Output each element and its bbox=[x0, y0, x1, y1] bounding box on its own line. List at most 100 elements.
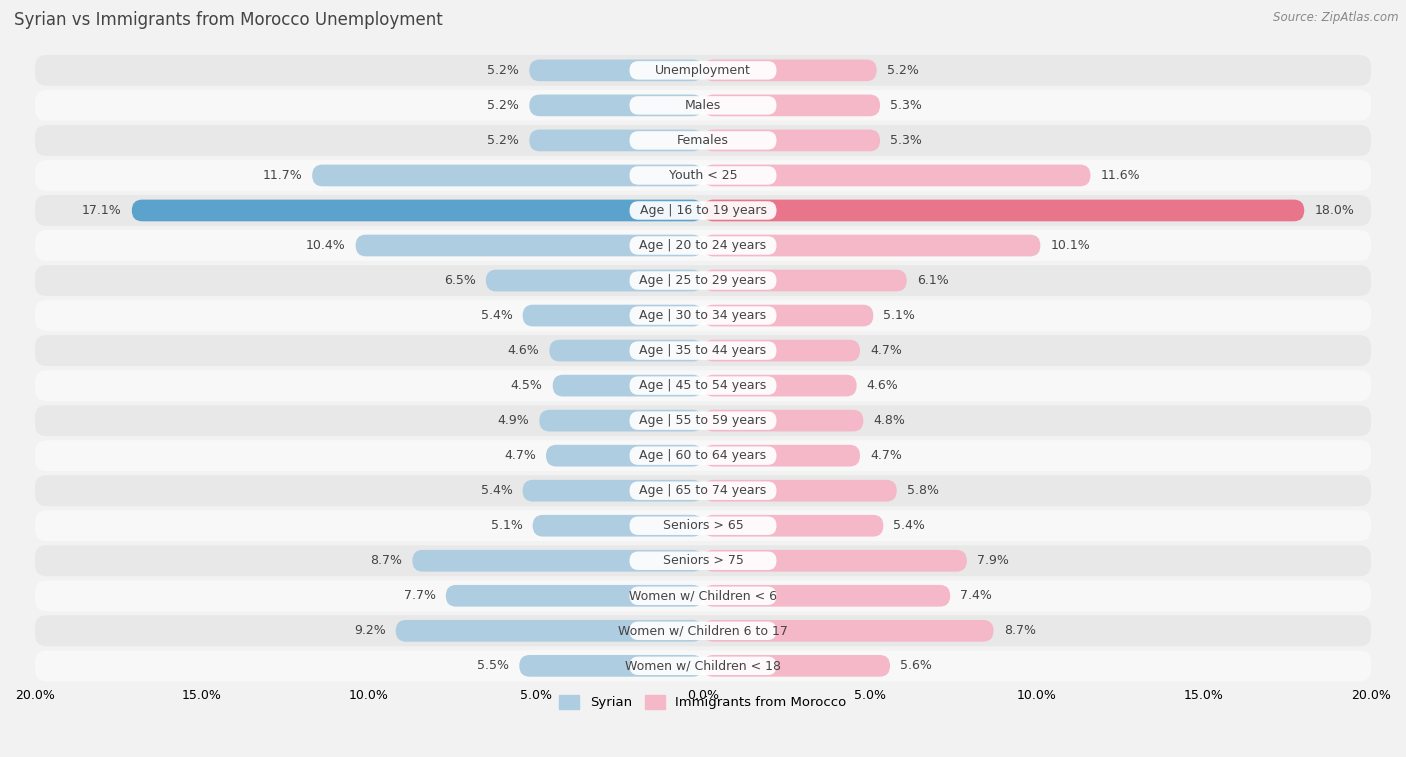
FancyBboxPatch shape bbox=[630, 481, 776, 500]
FancyBboxPatch shape bbox=[412, 550, 703, 572]
FancyBboxPatch shape bbox=[703, 60, 877, 81]
Text: 5.2%: 5.2% bbox=[488, 134, 519, 147]
Text: Age | 45 to 54 years: Age | 45 to 54 years bbox=[640, 379, 766, 392]
Text: Age | 16 to 19 years: Age | 16 to 19 years bbox=[640, 204, 766, 217]
FancyBboxPatch shape bbox=[35, 125, 1371, 156]
FancyBboxPatch shape bbox=[630, 96, 776, 114]
Text: Age | 25 to 29 years: Age | 25 to 29 years bbox=[640, 274, 766, 287]
Text: 7.4%: 7.4% bbox=[960, 589, 993, 603]
FancyBboxPatch shape bbox=[630, 587, 776, 605]
Text: Seniors > 75: Seniors > 75 bbox=[662, 554, 744, 567]
FancyBboxPatch shape bbox=[703, 550, 967, 572]
FancyBboxPatch shape bbox=[703, 445, 860, 466]
FancyBboxPatch shape bbox=[630, 552, 776, 570]
FancyBboxPatch shape bbox=[35, 300, 1371, 331]
FancyBboxPatch shape bbox=[703, 164, 1091, 186]
FancyBboxPatch shape bbox=[630, 61, 776, 79]
Text: 5.4%: 5.4% bbox=[481, 309, 513, 322]
Text: 4.9%: 4.9% bbox=[498, 414, 529, 427]
Text: Women w/ Children 6 to 17: Women w/ Children 6 to 17 bbox=[619, 625, 787, 637]
Text: 5.2%: 5.2% bbox=[488, 64, 519, 77]
Text: 5.6%: 5.6% bbox=[900, 659, 932, 672]
Text: 8.7%: 8.7% bbox=[370, 554, 402, 567]
FancyBboxPatch shape bbox=[446, 585, 703, 606]
Text: Seniors > 65: Seniors > 65 bbox=[662, 519, 744, 532]
FancyBboxPatch shape bbox=[35, 335, 1371, 366]
FancyBboxPatch shape bbox=[703, 585, 950, 606]
FancyBboxPatch shape bbox=[35, 510, 1371, 541]
FancyBboxPatch shape bbox=[35, 370, 1371, 401]
FancyBboxPatch shape bbox=[703, 269, 907, 291]
FancyBboxPatch shape bbox=[533, 515, 703, 537]
FancyBboxPatch shape bbox=[35, 475, 1371, 506]
FancyBboxPatch shape bbox=[630, 656, 776, 675]
Text: 5.8%: 5.8% bbox=[907, 484, 939, 497]
FancyBboxPatch shape bbox=[35, 615, 1371, 646]
Text: Age | 65 to 74 years: Age | 65 to 74 years bbox=[640, 484, 766, 497]
FancyBboxPatch shape bbox=[703, 410, 863, 431]
FancyBboxPatch shape bbox=[312, 164, 703, 186]
Text: Age | 55 to 59 years: Age | 55 to 59 years bbox=[640, 414, 766, 427]
FancyBboxPatch shape bbox=[630, 131, 776, 150]
FancyBboxPatch shape bbox=[546, 445, 703, 466]
FancyBboxPatch shape bbox=[35, 160, 1371, 191]
FancyBboxPatch shape bbox=[630, 376, 776, 395]
FancyBboxPatch shape bbox=[703, 655, 890, 677]
Text: Youth < 25: Youth < 25 bbox=[669, 169, 737, 182]
FancyBboxPatch shape bbox=[630, 341, 776, 360]
Legend: Syrian, Immigrants from Morocco: Syrian, Immigrants from Morocco bbox=[554, 690, 852, 715]
Text: 5.3%: 5.3% bbox=[890, 134, 922, 147]
FancyBboxPatch shape bbox=[529, 60, 703, 81]
Text: 4.6%: 4.6% bbox=[508, 344, 540, 357]
Text: 4.7%: 4.7% bbox=[505, 449, 536, 463]
FancyBboxPatch shape bbox=[703, 515, 883, 537]
Text: 10.1%: 10.1% bbox=[1050, 239, 1090, 252]
Text: 5.4%: 5.4% bbox=[481, 484, 513, 497]
FancyBboxPatch shape bbox=[35, 55, 1371, 86]
FancyBboxPatch shape bbox=[529, 129, 703, 151]
Text: 4.5%: 4.5% bbox=[510, 379, 543, 392]
Text: 10.4%: 10.4% bbox=[307, 239, 346, 252]
FancyBboxPatch shape bbox=[630, 307, 776, 325]
FancyBboxPatch shape bbox=[550, 340, 703, 361]
FancyBboxPatch shape bbox=[35, 265, 1371, 296]
Text: Males: Males bbox=[685, 99, 721, 112]
Text: Age | 30 to 34 years: Age | 30 to 34 years bbox=[640, 309, 766, 322]
FancyBboxPatch shape bbox=[703, 95, 880, 117]
Text: Source: ZipAtlas.com: Source: ZipAtlas.com bbox=[1274, 11, 1399, 24]
Text: Females: Females bbox=[678, 134, 728, 147]
FancyBboxPatch shape bbox=[630, 621, 776, 640]
Text: 4.7%: 4.7% bbox=[870, 449, 901, 463]
Text: Age | 20 to 24 years: Age | 20 to 24 years bbox=[640, 239, 766, 252]
Text: 9.2%: 9.2% bbox=[354, 625, 385, 637]
FancyBboxPatch shape bbox=[540, 410, 703, 431]
FancyBboxPatch shape bbox=[35, 195, 1371, 226]
FancyBboxPatch shape bbox=[519, 655, 703, 677]
FancyBboxPatch shape bbox=[630, 447, 776, 465]
FancyBboxPatch shape bbox=[703, 235, 1040, 257]
FancyBboxPatch shape bbox=[35, 405, 1371, 436]
FancyBboxPatch shape bbox=[523, 305, 703, 326]
Text: 6.5%: 6.5% bbox=[444, 274, 475, 287]
Text: 18.0%: 18.0% bbox=[1315, 204, 1354, 217]
FancyBboxPatch shape bbox=[486, 269, 703, 291]
FancyBboxPatch shape bbox=[553, 375, 703, 397]
Text: Syrian vs Immigrants from Morocco Unemployment: Syrian vs Immigrants from Morocco Unempl… bbox=[14, 11, 443, 30]
Text: Age | 60 to 64 years: Age | 60 to 64 years bbox=[640, 449, 766, 463]
FancyBboxPatch shape bbox=[703, 340, 860, 361]
FancyBboxPatch shape bbox=[35, 230, 1371, 261]
FancyBboxPatch shape bbox=[703, 200, 1305, 221]
FancyBboxPatch shape bbox=[523, 480, 703, 502]
Text: 7.7%: 7.7% bbox=[404, 589, 436, 603]
Text: 5.2%: 5.2% bbox=[488, 99, 519, 112]
FancyBboxPatch shape bbox=[703, 480, 897, 502]
FancyBboxPatch shape bbox=[35, 581, 1371, 611]
FancyBboxPatch shape bbox=[630, 271, 776, 290]
Text: Age | 35 to 44 years: Age | 35 to 44 years bbox=[640, 344, 766, 357]
Text: 4.6%: 4.6% bbox=[866, 379, 898, 392]
Text: 8.7%: 8.7% bbox=[1004, 625, 1036, 637]
FancyBboxPatch shape bbox=[703, 375, 856, 397]
FancyBboxPatch shape bbox=[35, 441, 1371, 471]
Text: 5.2%: 5.2% bbox=[887, 64, 918, 77]
FancyBboxPatch shape bbox=[630, 516, 776, 535]
